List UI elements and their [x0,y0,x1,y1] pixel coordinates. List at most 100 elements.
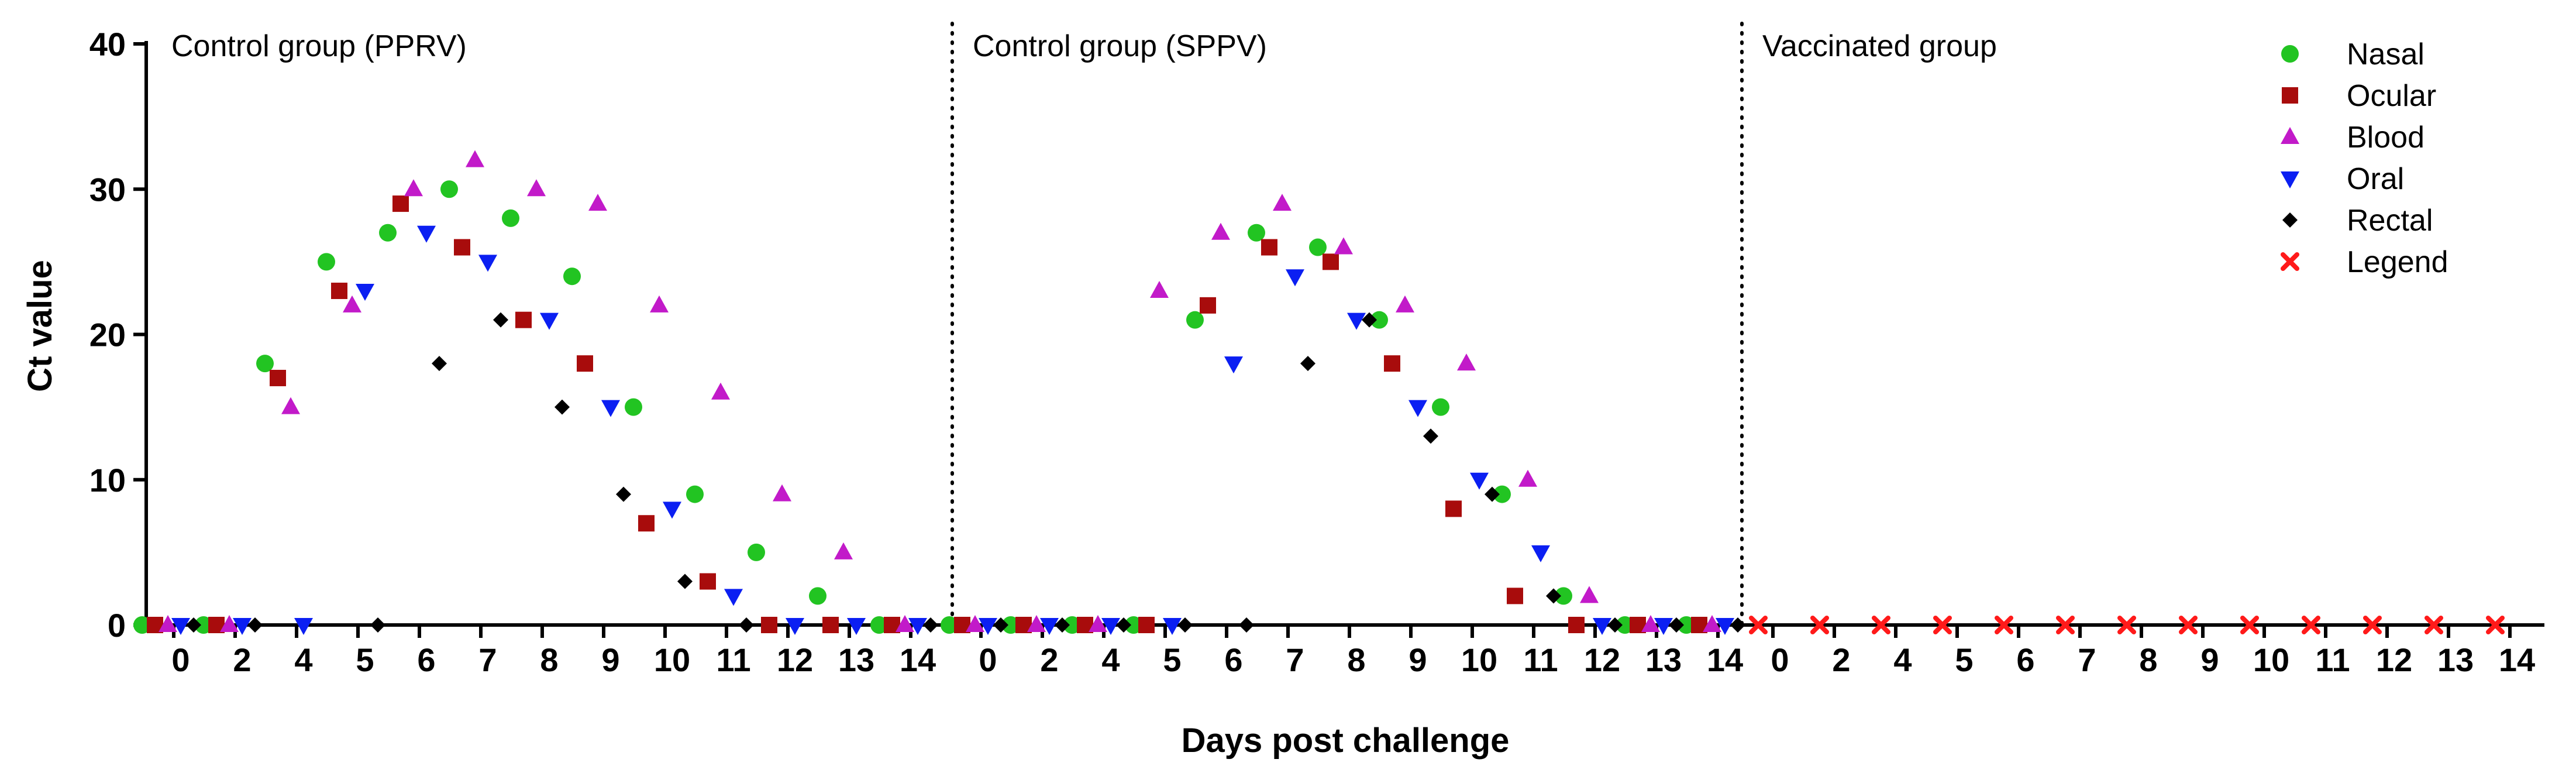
data-point-rectal [1300,356,1315,372]
x-tick-label: 12 [1584,641,1620,678]
data-point-blood [1211,222,1230,240]
data-point-oral [847,618,866,635]
data-point-blood [1641,615,1660,632]
data-point-nasal [1555,587,1572,605]
legend-marker-legend [2281,252,2299,271]
data-point-blood [527,179,546,197]
x-tick-label: 4 [1893,641,1912,678]
data-point-ocular [1384,355,1400,372]
data-point-oral [601,400,620,417]
legend-marker-rectal [2282,212,2298,228]
data-point-oral [979,618,997,635]
data-point-nasal [1432,398,1449,416]
data-point-oral [1716,618,1734,635]
data-point-legend [2179,616,2198,634]
data-point-ocular [1200,297,1216,314]
x-tick-label: 10 [2253,641,2289,678]
legend-label: Nasal [2347,37,2425,71]
data-point-nasal [870,616,888,634]
x-tick-label: 2 [233,641,251,678]
x-tick-label: 0 [979,641,997,678]
legend-label: Blood [2347,121,2425,154]
data-point-nasal [502,209,519,227]
data-point-rectal [1177,617,1193,633]
data-point-nasal [379,224,397,242]
data-point-nasal [1186,311,1204,329]
data-point-oral [294,618,313,635]
legend-item-nasal: Nasal [2281,37,2425,71]
data-point-rectal [1116,617,1131,633]
data-point-oral [1040,618,1059,635]
x-tick-label: 9 [1408,641,1427,678]
x-tick-label: 13 [838,641,874,678]
x-tick-label: 5 [356,641,374,678]
data-point-blood [466,150,484,167]
data-point-nasal [748,543,765,561]
data-point-blood [1027,615,1046,632]
legend-marker-oral [2281,171,2299,188]
x-tick-label: 7 [2078,641,2096,678]
series-legend [1749,616,2505,634]
data-point-ocular [761,617,777,633]
data-point-legend [1749,616,1768,634]
data-point-blood [1089,615,1107,632]
x-tick-label: 6 [417,641,435,678]
series-oral [171,225,927,635]
data-point-nasal [1002,616,1020,634]
data-point-ocular [270,369,286,386]
x-tick-label: 8 [2139,641,2157,678]
data-point-nasal [1616,616,1634,634]
data-point-ocular [454,239,470,256]
x-tick-label: 4 [1101,641,1120,678]
data-point-blood [1273,194,1292,211]
x-tick-label: 8 [1347,641,1365,678]
data-point-blood [1703,615,1721,632]
legend-label: Legend [2347,245,2448,279]
data-point-rectal [677,573,693,589]
data-point-nasal [1678,616,1695,634]
x-tick-label: 10 [1461,641,1497,678]
data-point-rectal [186,617,201,633]
x-tick-label: 7 [478,641,497,678]
y-tick-label: 40 [89,26,126,63]
data-point-rectal [432,356,447,372]
panel-vaccinated-group: Vaccinated group 0 2 4 5 6 7 8 9 10 11 12 13 14 [1749,29,2535,678]
data-point-legend [2363,616,2382,634]
data-point-nasal [195,616,212,634]
legend-label: Ocular [2347,79,2436,113]
data-point-blood [896,615,914,632]
data-point-ocular [822,617,839,633]
data-point-ocular [1261,239,1277,256]
data-point-legend [2240,616,2259,634]
legend-marker-ocular [2282,87,2298,104]
data-point-oral [417,225,436,243]
y-axis-label: Ct value [21,260,59,392]
data-point-legend [1810,616,1829,634]
data-point-oral [1163,618,1182,635]
x-tick-label: 9 [601,641,619,678]
data-point-oral [1286,269,1304,287]
data-point-oral [1224,356,1243,374]
data-point-oral [724,589,743,606]
data-point-oral [1654,618,1673,635]
series-nasal [941,224,1695,634]
data-point-blood [588,194,607,211]
series-oral [979,269,1734,635]
data-point-rectal [1669,617,1684,633]
x-tick-label: 0 [171,641,190,678]
x-tick-label: 10 [654,641,690,678]
data-point-ocular [1138,617,1155,633]
data-point-ocular [392,195,409,212]
data-point-blood [966,615,984,632]
data-point-rectal [370,617,385,633]
data-point-blood [1396,295,1414,312]
legend-item-ocular: Ocular [2282,79,2436,113]
panel-control-group-pprv: Control group (PPRV) 0 2 4 5 6 7 8 9 10 11 12 13 14 [133,29,938,678]
legend-item-blood: Blood [2281,121,2425,154]
data-point-nasal [318,253,335,271]
data-point-rectal [1423,428,1438,444]
data-point-oral [233,618,252,635]
x-tick-label: 4 [294,641,312,678]
legend-label: Oral [2347,162,2404,196]
data-point-ocular [1445,500,1462,517]
